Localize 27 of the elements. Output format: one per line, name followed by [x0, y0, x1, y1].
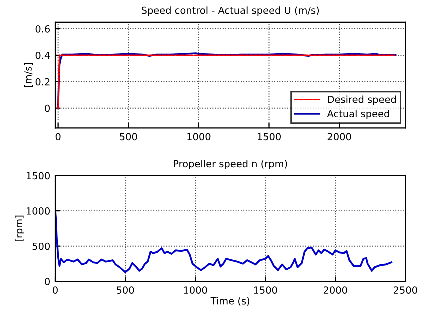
x-tick-label: 2000 — [328, 133, 352, 141]
y-tick-label: 500 — [32, 242, 50, 250]
line-series — [56, 210, 393, 274]
y-tick-label: 0.4 — [36, 52, 50, 60]
x-tick-label: 0 — [53, 286, 58, 294]
x-tick-label: 2000 — [324, 286, 348, 294]
x-tick-label: 2500 — [394, 286, 418, 294]
x-tick-label: 0 — [56, 133, 61, 141]
x-axis-title: Time (s) — [210, 297, 250, 306]
y-axis-title: [m/s] — [24, 63, 34, 88]
y-tick-label: 0.2 — [36, 78, 50, 86]
x-tick-label: 500 — [117, 286, 134, 294]
y-tick-label: 1500 — [26, 172, 50, 180]
chart-title: Propeller speed n (rpm) — [174, 160, 288, 170]
legend-label: Desired speed — [328, 96, 396, 106]
x-tick-label: 1000 — [188, 133, 211, 141]
x-tick-label: 500 — [120, 133, 138, 141]
x-tick-label: 1500 — [254, 286, 278, 294]
y-tick-label: 0.6 — [36, 25, 50, 33]
y-tick-label: 0 — [45, 278, 50, 286]
x-tick-label: 1500 — [258, 133, 281, 141]
x-tick-label: 1000 — [184, 286, 208, 294]
y-axis-title: [rpm] — [15, 216, 25, 242]
legend-label: Actual speed — [327, 110, 390, 120]
chart-title: Speed control - Actual speed U (m/s) — [142, 6, 320, 16]
y-tick-label: 1000 — [26, 208, 50, 215]
y-tick-label: 0 — [45, 104, 50, 112]
